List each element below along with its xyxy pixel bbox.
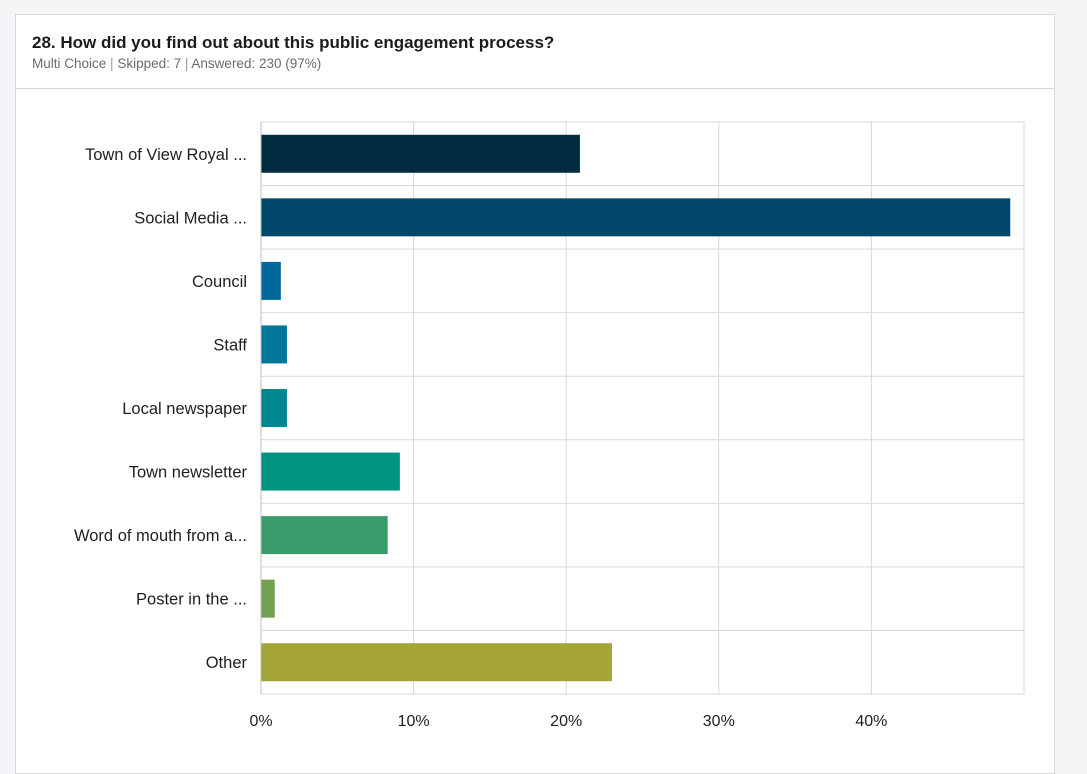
bar: [261, 198, 1011, 237]
y-category-label: Town newsletter: [129, 464, 248, 482]
x-tick-label: 30%: [703, 713, 735, 730]
bar: [261, 325, 287, 364]
bar: [261, 579, 275, 618]
bar: [261, 643, 612, 682]
y-category-label: Other: [206, 654, 248, 672]
skipped-count: Skipped: 7: [117, 56, 182, 71]
y-category-label: Word of mouth from a...: [74, 527, 247, 545]
answered-count: Answered: 230 (97%): [191, 56, 322, 71]
x-tick-label: 20%: [550, 713, 582, 730]
x-tick-label: 10%: [398, 713, 430, 730]
meta-separator: |: [184, 56, 189, 71]
y-category-label: Local newspaper: [122, 400, 247, 418]
bar: [261, 134, 580, 173]
bar: [261, 261, 281, 300]
bar: [261, 452, 400, 491]
bar: [261, 389, 287, 427]
y-category-label: Council: [192, 273, 247, 291]
x-tick-label: 40%: [855, 713, 887, 730]
y-category-label: Poster in the ...: [136, 591, 247, 609]
y-category-label: Town of View Royal ...: [85, 146, 247, 164]
bar: [261, 516, 388, 555]
question-meta: Multi Choice | Skipped: 7 | Answered: 23…: [32, 56, 321, 71]
question-header: 28. How did you find out about this publ…: [16, 15, 1054, 89]
question-type: Multi Choice: [32, 56, 107, 71]
y-category-label: Social Media ...: [134, 209, 247, 227]
question-title: 28. How did you find out about this publ…: [32, 33, 555, 52]
y-category-label: Staff: [213, 336, 247, 354]
meta-separator: |: [110, 56, 114, 71]
x-tick-label: 0%: [249, 713, 272, 730]
